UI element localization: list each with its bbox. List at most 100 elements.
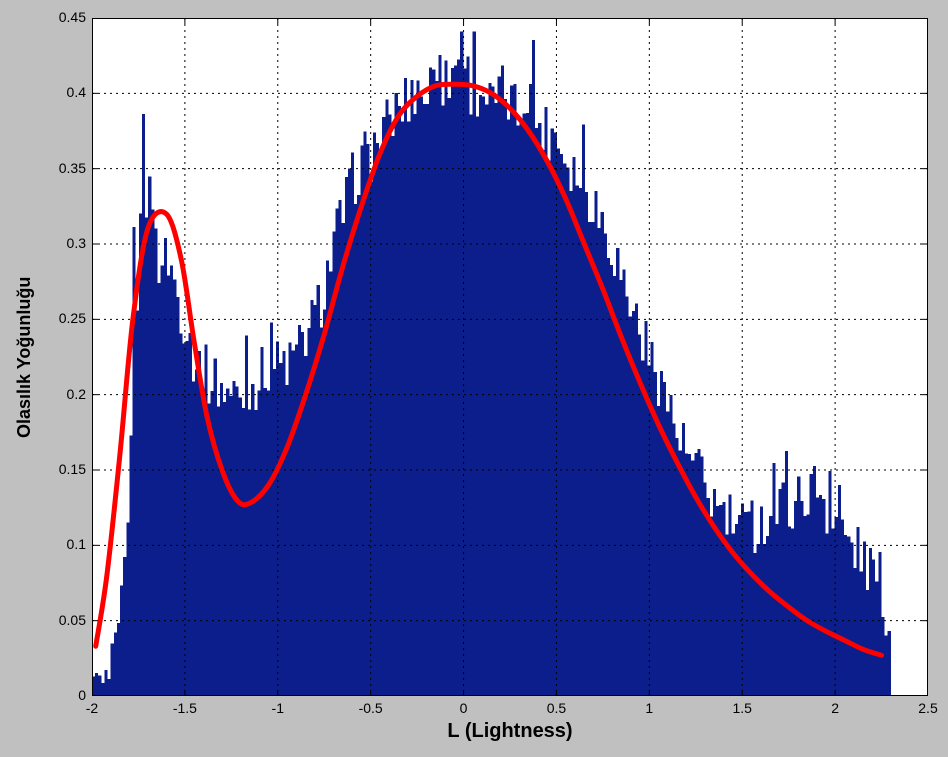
histogram-bar: [223, 402, 226, 696]
histogram-bar: [582, 124, 585, 696]
histogram-bar: [454, 65, 457, 696]
histogram-bar: [229, 396, 232, 696]
x-tick-label: -1: [253, 700, 303, 716]
histogram-bar: [264, 388, 267, 696]
histogram-bar: [697, 449, 700, 696]
histogram-bar: [722, 502, 725, 696]
histogram-bar: [766, 536, 769, 696]
histogram-bar: [126, 523, 129, 696]
histogram-bar: [179, 333, 182, 696]
histogram-bar: [407, 122, 410, 696]
histogram-bar: [285, 385, 288, 696]
figure-background: L (Lightness) Olasılık Yoğunluğu -2-1.5-…: [0, 0, 948, 757]
histogram-bar: [108, 679, 111, 696]
histogram-bar: [401, 122, 404, 696]
histogram-bar: [504, 99, 507, 696]
histogram-bar: [863, 541, 866, 696]
histogram-bar: [232, 381, 235, 696]
histogram-bar: [320, 328, 323, 696]
histogram-bar: [360, 145, 363, 696]
histogram-bar: [145, 218, 148, 696]
histogram-bar: [473, 32, 476, 696]
histogram-bar: [248, 410, 251, 696]
y-tick-label: 0: [78, 687, 86, 703]
histogram-bar: [785, 451, 788, 696]
histogram-bar: [267, 391, 270, 696]
histogram-bar: [420, 96, 423, 696]
x-tick-label: 0: [439, 700, 489, 716]
histogram-bar: [819, 495, 822, 696]
histogram-bar: [841, 519, 844, 696]
histogram-bar: [342, 223, 345, 696]
histogram-bar: [373, 132, 376, 696]
histogram-bar: [423, 104, 426, 696]
histogram-bar: [635, 304, 638, 696]
histogram-bar: [641, 361, 644, 696]
histogram-bar: [813, 466, 816, 696]
histogram-bar: [816, 497, 819, 696]
histogram-bar: [382, 117, 385, 696]
histogram-bar: [282, 351, 285, 696]
histogram-bar: [367, 144, 370, 696]
histogram-bar: [847, 537, 850, 696]
plot-svg: [92, 18, 928, 696]
histogram-bar: [167, 275, 170, 696]
histogram-bar: [663, 382, 666, 696]
histogram-bar: [198, 351, 201, 696]
histogram-bar: [763, 544, 766, 696]
histogram-bar: [164, 238, 167, 696]
histogram-bar: [682, 423, 685, 696]
histogram-bar: [438, 55, 441, 696]
histogram-bar: [289, 343, 292, 696]
x-tick-label: -1.5: [160, 700, 210, 716]
histogram-bar: [598, 228, 601, 696]
histogram-bar: [460, 32, 463, 696]
histogram-bar: [189, 333, 192, 696]
x-tick-label: 2: [810, 700, 860, 716]
histogram-bar: [657, 406, 660, 696]
histogram-bar: [885, 635, 888, 696]
histogram-bar: [279, 363, 282, 696]
histogram-bar: [404, 78, 407, 696]
histogram-bar: [860, 571, 863, 696]
histogram-bar: [772, 463, 775, 696]
histogram-bar: [441, 105, 444, 696]
histogram-bar: [775, 524, 778, 696]
histogram-bar: [610, 265, 613, 696]
histogram-bar: [111, 644, 114, 696]
histogram-bar: [385, 100, 388, 696]
histogram-bar: [251, 384, 254, 696]
histogram-bar: [832, 529, 835, 696]
histogram-bar: [679, 450, 682, 696]
x-axis-label: L (Lightness): [92, 720, 928, 743]
histogram-bar: [857, 527, 860, 696]
histogram-bar: [694, 453, 697, 696]
histogram-bar: [807, 514, 810, 696]
histogram-bar: [822, 499, 825, 696]
y-tick-label: 0.05: [59, 612, 86, 628]
histogram-bar: [622, 270, 625, 696]
histogram-bar: [432, 69, 435, 696]
histogram-bar: [485, 104, 488, 696]
histogram-bar: [538, 123, 541, 696]
histogram-bar: [379, 152, 382, 696]
x-tick-label: 1: [624, 700, 674, 716]
histogram-bar: [750, 500, 753, 696]
histogram-bar: [98, 675, 101, 696]
histogram-bar: [101, 683, 104, 696]
histogram-bar: [295, 345, 298, 696]
histogram-bar: [828, 471, 831, 696]
histogram-bar: [376, 143, 379, 696]
histogram-bar: [613, 276, 616, 696]
histogram-bar: [220, 383, 223, 696]
histogram-bar: [270, 323, 273, 696]
histogram-bar: [672, 423, 675, 696]
histogram-bar: [591, 222, 594, 696]
histogram-bar: [844, 535, 847, 696]
histogram-bar: [710, 517, 713, 696]
histogram-bar: [523, 114, 526, 696]
histogram-bar: [810, 474, 813, 696]
histogram-bar: [782, 482, 785, 696]
histogram-bar: [629, 316, 632, 696]
y-tick-label: 0.45: [59, 9, 86, 25]
